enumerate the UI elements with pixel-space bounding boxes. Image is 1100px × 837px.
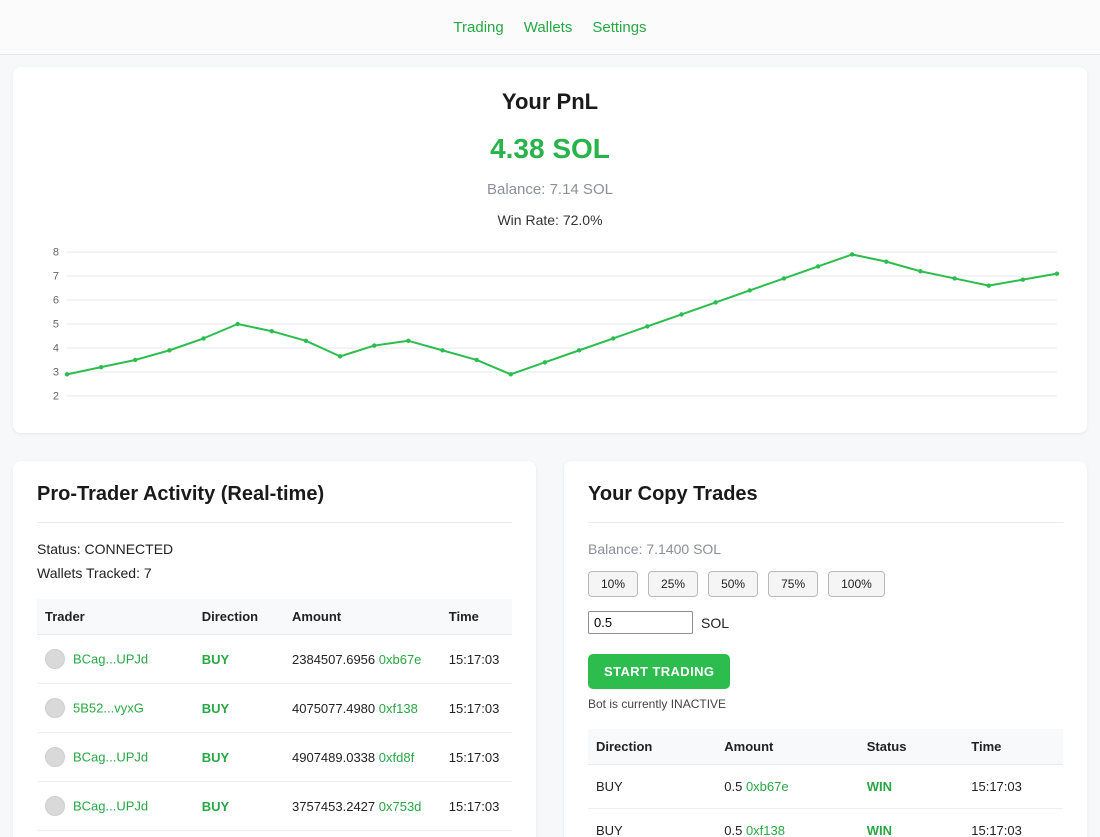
activity-row: 8rvA...v7qBSELL2867627.8065 0xf24f15:17:… — [37, 830, 512, 837]
copy-trade-row: BUY 0.5 0xb67e WIN 15:17:03 — [588, 764, 1063, 809]
amount-cell: 4907489.0338 0xfd8f — [284, 732, 441, 782]
token-address[interactable]: 0xf138 — [745, 823, 785, 837]
top-nav: Trading Wallets Settings — [0, 0, 1100, 55]
time-cell: 15:17:03 — [440, 683, 512, 733]
trader-avatar-icon — [45, 649, 65, 669]
copy-trade-row: BUY 0.5 0xf138 WIN 15:17:03 — [588, 808, 1063, 837]
trader-cell: BCag...UPJd — [37, 634, 194, 684]
trader-address[interactable]: BCag...UPJd — [73, 798, 149, 814]
direction-cell: BUY — [588, 808, 717, 837]
col-status: Status — [858, 729, 964, 765]
trader-cell: BCag...UPJd — [37, 732, 194, 782]
amount-input[interactable] — [588, 611, 693, 634]
token-address[interactable]: 0xfd8f — [378, 749, 415, 765]
direction-cell: SELL — [193, 830, 284, 837]
trader-cell: BCag...UPJd — [37, 781, 194, 831]
status-cell: WIN — [858, 808, 964, 837]
copy-trades-table: Direction Amount Status Time BUY 0.5 0xb6… — [588, 729, 1063, 837]
col-direction: Direction — [193, 599, 284, 635]
trader-avatar-icon — [45, 747, 65, 767]
direction-cell: BUY — [193, 732, 284, 782]
copy-header-row: Direction Amount Status Time — [588, 729, 1063, 765]
percent-button-25[interactable]: 25% — [648, 571, 699, 597]
svg-text:5: 5 — [53, 318, 59, 330]
percent-button-75[interactable]: 75% — [768, 571, 819, 597]
svg-text:7: 7 — [53, 271, 59, 283]
svg-text:4: 4 — [53, 342, 59, 354]
time-cell: 15:17:03 — [963, 808, 1063, 837]
time-cell: 15:17:03 — [440, 732, 512, 782]
svg-text:2: 2 — [53, 390, 59, 402]
amount-cell: 4075077.4980 0xf138 — [284, 683, 441, 733]
copy-balance: Balance: 7.1400 SOL — [588, 541, 722, 557]
trader-cell: 8rvA...v7qB — [37, 830, 194, 837]
svg-text:8: 8 — [53, 247, 59, 259]
copy-trades-title: Your Copy Trades — [588, 483, 1063, 523]
token-address[interactable]: 0xf138 — [378, 700, 418, 716]
amount-cell: 0.5 0xf138 — [716, 808, 859, 837]
percent-button-50[interactable]: 50% — [708, 571, 759, 597]
trader-avatar-icon — [45, 796, 65, 816]
time-cell: 15:17:03 — [440, 781, 512, 831]
activity-header-row: Trader Direction Amount Time — [37, 599, 512, 635]
pnl-balance: Balance: 7.14 SOL — [487, 181, 613, 198]
start-trading-button[interactable]: START TRADING — [588, 654, 731, 689]
bottom-panels: Pro-Trader Activity (Real-time) Status: … — [13, 461, 1087, 837]
col-time: Time — [963, 729, 1063, 765]
pnl-card: Your PnL 4.38 SOL Balance: 7.14 SOL Win … — [13, 67, 1087, 433]
pnl-value: 4.38 SOL — [490, 133, 610, 164]
amount-cell: 2867627.8065 0xf24f — [284, 830, 441, 837]
bot-status: Bot is currently INACTIVE — [588, 697, 727, 711]
trader-address[interactable]: 5B52...vyxG — [73, 700, 144, 716]
col-time: Time — [440, 599, 512, 635]
token-address[interactable]: 0xb67e — [745, 779, 789, 794]
direction-cell: BUY — [193, 634, 284, 684]
trader-avatar-icon — [45, 698, 65, 718]
col-amount: Amount — [284, 599, 441, 635]
pnl-title: Your PnL — [501, 89, 599, 114]
trader-cell: 5B52...vyxG — [37, 683, 194, 733]
activity-title: Pro-Trader Activity (Real-time) — [37, 483, 512, 523]
status-cell: WIN — [858, 764, 964, 809]
trader-address[interactable]: BCag...UPJd — [73, 749, 149, 765]
col-amount: Amount — [716, 729, 859, 765]
copy-trades-card: Your Copy Trades Balance: 7.1400 SOL 10%… — [564, 461, 1087, 837]
amount-cell: 0.5 0xb67e — [716, 764, 859, 809]
percent-buttons: 10% 25% 50% 75% 100% — [588, 571, 1063, 597]
direction-cell: BUY — [193, 683, 284, 733]
amount-row: SOL — [588, 611, 1063, 634]
wallets-tracked: Wallets Tracked: 7 — [37, 565, 152, 581]
time-cell: 15:17:03 — [440, 634, 512, 684]
trader-address[interactable]: BCag...UPJd — [73, 651, 149, 667]
nav-links: Trading Wallets Settings — [453, 19, 646, 36]
amount-cell: 2384507.6956 0xb67e — [284, 634, 441, 684]
col-direction: Direction — [588, 729, 717, 765]
time-cell: 15:17:03 — [963, 764, 1063, 809]
token-address[interactable]: 0xb67e — [378, 651, 422, 667]
svg-text:3: 3 — [53, 366, 59, 378]
percent-button-10[interactable]: 10% — [588, 571, 639, 597]
activity-row: BCag...UPJd BUY 4907489.0338 0xfd8f 15:17:0… — [37, 732, 512, 782]
time-cell: 15:17:03 — [440, 830, 512, 837]
direction-cell: BUY — [588, 764, 717, 809]
pnl-chart: 2 3 4 5 6 7 8 — [33, 242, 1067, 415]
nav-link-wallets[interactable]: Wallets — [523, 18, 573, 36]
activity-row: 5B52...vyxG BUY 4075077.4980 0xf138 15:17:0… — [37, 683, 512, 733]
direction-cell: BUY — [193, 781, 284, 831]
amount-unit-label: SOL — [701, 614, 730, 631]
connection-status: Status: CONNECTED — [37, 541, 174, 557]
pnl-line-chart: 2 3 4 5 6 7 8 — [53, 247, 1060, 402]
activity-row: BCag...UPJd BUY 2384507.6956 0xb67e 15:17:0… — [37, 634, 512, 684]
svg-text:6: 6 — [53, 295, 59, 307]
nav-link-settings[interactable]: Settings — [592, 18, 647, 36]
percent-button-100[interactable]: 100% — [828, 571, 885, 597]
activity-table: Trader Direction Amount Time BCag...UPJd… — [37, 599, 512, 837]
nav-link-trading[interactable]: Trading — [453, 18, 504, 36]
pro-trader-activity-card: Pro-Trader Activity (Real-time) Status: … — [13, 461, 536, 837]
pnl-win-rate: Win Rate: 72.0% — [497, 212, 603, 228]
activity-row: BCag...UPJd BUY 3757453.2427 0x753d 15:17:0… — [37, 781, 512, 831]
amount-cell: 3757453.2427 0x753d — [284, 781, 441, 831]
col-trader: Trader — [37, 599, 194, 635]
token-address[interactable]: 0x753d — [378, 798, 422, 814]
